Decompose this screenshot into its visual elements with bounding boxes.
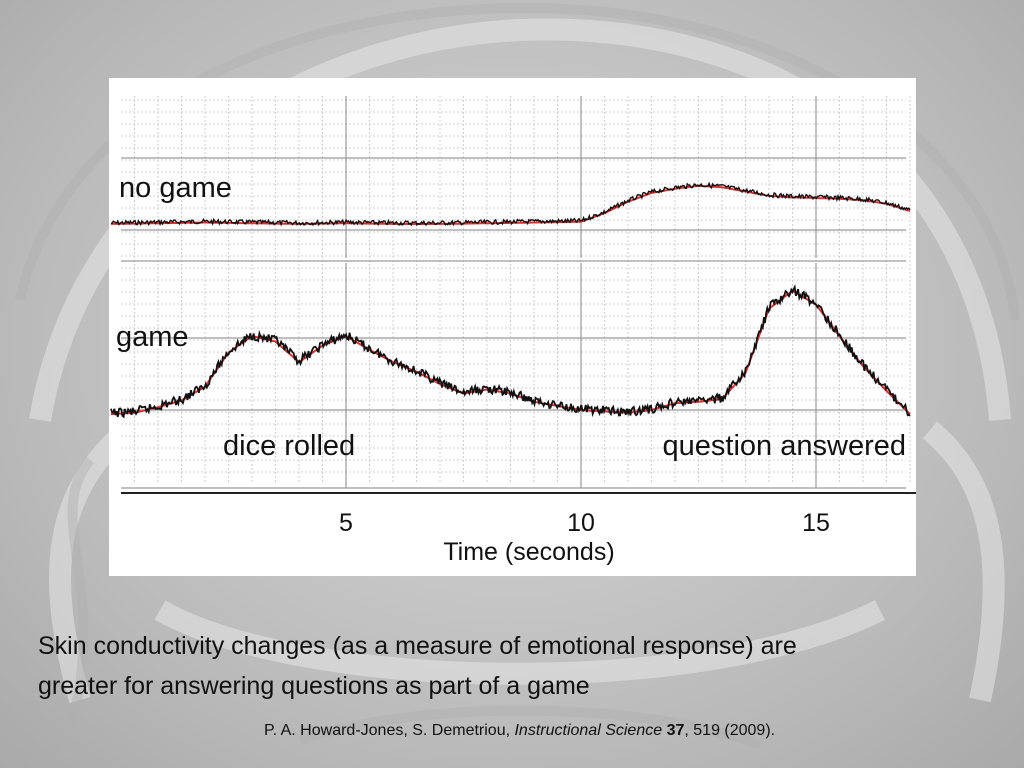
citation-journal: Instructional Science: [514, 722, 663, 739]
citation-rest: , 519 (2009).: [684, 722, 776, 739]
annotation-game: game: [116, 321, 189, 353]
chart-panel: 5 10 15 Time (seconds) no game game dice r…: [109, 78, 916, 576]
annotation-no-game: no game: [119, 172, 232, 204]
skin-conductivity-chart: 5 10 15 Time (seconds) no game game dice r…: [110, 96, 916, 566]
series-layer: [110, 181, 911, 419]
citation: P. A. Howard-Jones, S. Demetriou, Instru…: [264, 722, 964, 740]
x-tick-labels: 5 10 15: [339, 509, 830, 537]
slide-caption: Skin conductivity changes (as a measure …: [38, 626, 998, 706]
x-tick-label: 15: [802, 509, 830, 537]
x-tick-label: 10: [567, 509, 595, 537]
caption-line-1: Skin conductivity changes (as a measure …: [38, 632, 797, 660]
caption-line-2: greater for answering questions as part …: [38, 672, 590, 700]
x-tick-label: 5: [339, 509, 353, 537]
annotation-question-answered: question answered: [663, 430, 906, 462]
series-line-no-game: [110, 181, 911, 227]
citation-authors: P. A. Howard-Jones, S. Demetriou,: [264, 722, 515, 739]
annotation-dice-rolled: dice rolled: [223, 430, 355, 462]
citation-volume: 37: [666, 722, 685, 739]
x-axis-label: Time (seconds): [443, 538, 614, 566]
series-line-game: [110, 284, 911, 419]
grid: [121, 96, 911, 489]
